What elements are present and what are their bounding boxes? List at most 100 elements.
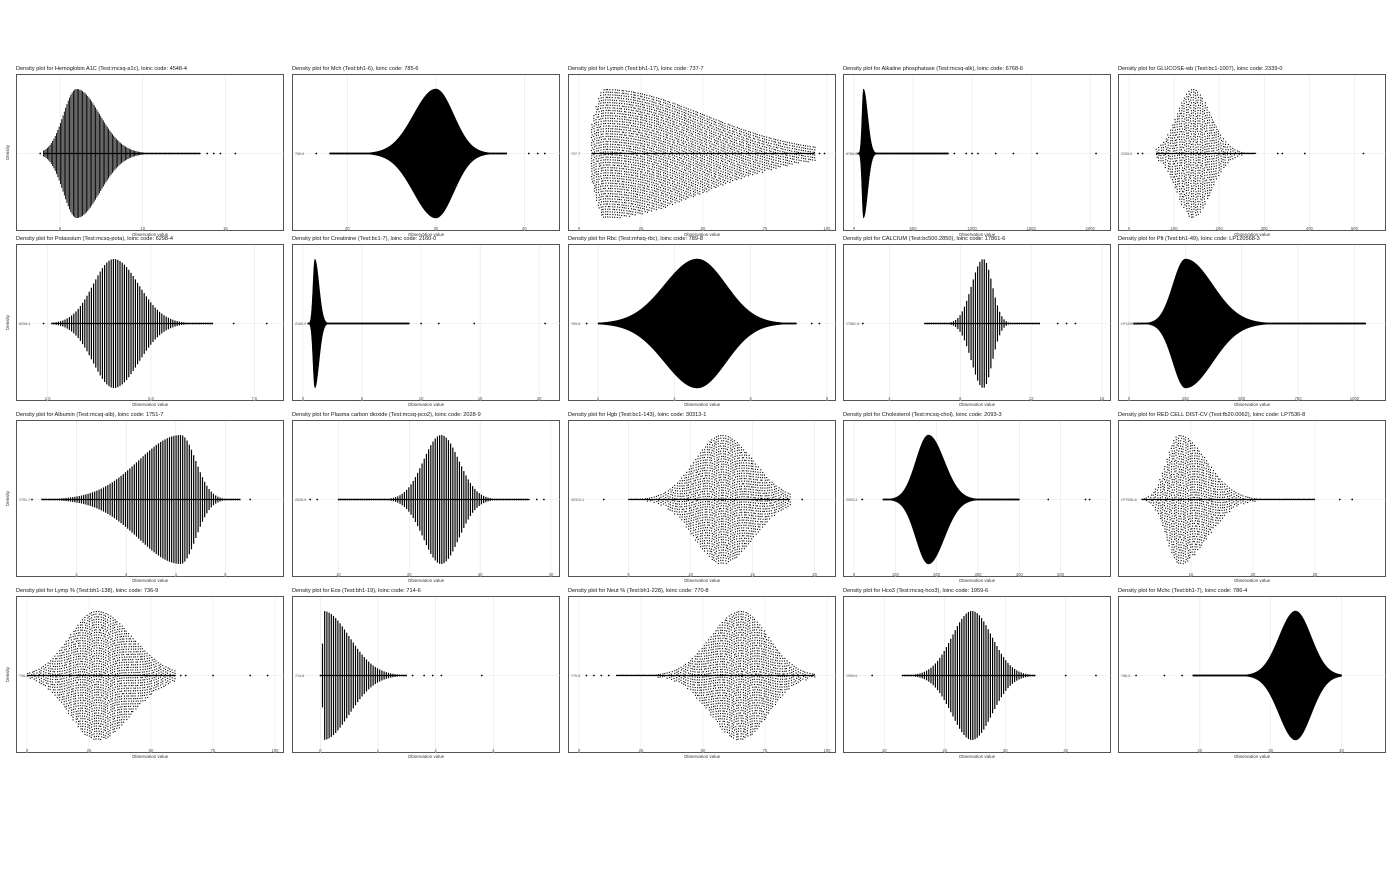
violin-plot-svg: 10 20 30 40 1959-6 <box>844 597 1112 754</box>
x-tick-label: 0 <box>319 748 322 753</box>
x-tick-label: 15 <box>223 226 228 231</box>
plot-title: Density plot for Eos (Test:bh1-19), loin… <box>292 588 421 594</box>
x-tick-label: 8 <box>826 396 829 401</box>
outlier-point <box>234 152 237 155</box>
x-axis-label: Observation value <box>131 402 169 407</box>
density-plot-panel: Density plot for Mch (Test:bh1-6), loinc… <box>292 66 561 246</box>
y-tick-label: 1959-6 <box>846 674 857 678</box>
plot-area: 10 20 30 40 2028-9 <box>292 420 561 578</box>
density-plot-panel: Density plot for Lymph (Test:bh1-17), lo… <box>568 66 837 246</box>
plot-title: Density plot for Alkaline phosphatase (T… <box>843 66 1024 72</box>
plot-title: Density plot for Hco3 (Test:mcsq-hco3), … <box>843 588 989 594</box>
x-tick-label: 400 <box>1306 226 1314 231</box>
plot-area: 2.55.07.510.06298-4 <box>16 244 362 402</box>
density-plot-panel: Density plot for Cholesterol (Test:mcsq-… <box>843 412 1112 592</box>
outlier-point <box>420 322 422 325</box>
x-tick-label: 25 <box>639 748 644 753</box>
x-tick-label: 0 <box>578 226 581 231</box>
violin-plot-svg: 20 30 40 786-4 <box>1119 597 1387 754</box>
x-tick-label: 20 <box>407 572 412 577</box>
x-tick-label: 75 <box>211 748 216 753</box>
violin-plot-svg: 10 20 30 40 2028-9 <box>293 421 561 578</box>
plot-area: 0 25 50 75 100 737-7 <box>568 74 837 232</box>
x-tick-label: 500 <box>1351 226 1359 231</box>
x-axis-label: Observation value <box>958 402 996 407</box>
x-tick-label: 10 <box>140 226 145 231</box>
outlier-point <box>543 152 546 155</box>
x-tick-label: 100 <box>892 572 900 577</box>
x-axis-label: Observation value <box>1233 754 1271 759</box>
outlier-point <box>316 498 319 501</box>
x-axis-label: Observation value <box>683 754 721 759</box>
x-tick-label: 15 <box>750 572 755 577</box>
outlier-point <box>179 674 182 677</box>
x-tick-label: 40 <box>549 572 554 577</box>
x-tick-label: 16 <box>1100 396 1105 401</box>
x-axis-label: Observation value <box>131 578 169 583</box>
density-plot-panel: Density plot for Hgb (Test:bc1-143), loi… <box>568 412 837 592</box>
outlier-point <box>249 498 252 501</box>
x-tick-label: 500 <box>1238 396 1246 401</box>
plot-title: Density plot for Lymph (Test:bh1-17), lo… <box>568 66 704 72</box>
x-axis-label: Observation value <box>1233 402 1271 407</box>
x-tick-label: 2.5 <box>45 396 51 401</box>
density-plot-panel: Density plot for RED CELL DIST-CV (Test:… <box>1118 412 1387 592</box>
plot-area: 0 1 2 3 714-6 <box>292 596 561 754</box>
plot-title: Density plot for Cholesterol (Test:mcsq-… <box>843 412 1002 418</box>
x-tick-label: 7.5 <box>251 396 257 401</box>
x-tick-label: 100 <box>272 748 280 753</box>
outlier-point <box>1095 674 1097 677</box>
outlier-point <box>871 674 874 677</box>
x-tick-label: 20 <box>537 396 542 401</box>
outlier-point <box>971 152 973 155</box>
outlier-point <box>801 498 804 501</box>
x-tick-label: 300 <box>1261 226 1269 231</box>
x-tick-label: 20 <box>812 572 817 577</box>
x-tick-label: 4 <box>888 396 891 401</box>
outlier-point <box>219 152 222 155</box>
outlier-point <box>423 674 426 677</box>
x-axis-label: Observation value <box>1233 232 1271 237</box>
violin-plot-svg: 2.55.07.510.06298-4 <box>17 245 362 402</box>
density-plot-panel: Density plot for Hemoglobin A1C (Test:mc… <box>5 66 285 246</box>
outlier-point <box>266 674 269 677</box>
plot-title: Density plot for Plasma carbon dioxide (… <box>292 412 481 418</box>
x-tick-label: 200 <box>1216 226 1224 231</box>
plot-area: 0 5 10 15 20 2160-0 <box>292 244 561 402</box>
outlier-point <box>823 152 826 155</box>
plot-area: 15 20 25 LP7536-8 <box>1118 420 1387 578</box>
outlier-point <box>953 152 956 155</box>
violin-dots <box>616 611 816 741</box>
x-axis-label: Observation value <box>958 578 996 583</box>
x-tick-label: 5.0 <box>148 396 154 401</box>
x-tick-label: 2 <box>434 748 437 753</box>
outlier-point <box>1095 152 1097 155</box>
x-tick-label: 3 <box>492 748 495 753</box>
outlier-point <box>309 498 311 501</box>
x-tick-label: 4 <box>673 396 676 401</box>
x-axis-label: Observation value <box>131 754 169 759</box>
plot-area: 0 250 500 750 1000 LP120568-3 <box>1118 244 1387 402</box>
outlier-point <box>543 498 545 501</box>
x-tick-label: 100 <box>1171 226 1179 231</box>
x-tick-label: 8 <box>959 396 962 401</box>
y-axis-label: Density <box>5 666 11 682</box>
x-tick-label: 1 <box>377 748 380 753</box>
x-tick-label: 50 <box>701 748 706 753</box>
plot-title: Density plot for GLUCOSE-wb (Test:bc1-10… <box>1118 66 1283 72</box>
x-tick-label: 10 <box>688 572 693 577</box>
violin-plot-svg: 0 1 2 3 714-6 <box>293 597 561 754</box>
outlier-point <box>1163 674 1166 677</box>
outlier-point <box>1064 674 1067 677</box>
density-plot-panel: Density plot for Hco3 (Test:mcsq-hco3), … <box>843 588 1112 768</box>
violin-dots <box>590 89 816 219</box>
outlier-point <box>1135 674 1137 677</box>
x-tick-label: 6 <box>750 396 753 401</box>
outlier-point <box>585 674 588 677</box>
outlier-point <box>212 152 215 155</box>
y-tick-label: 2160-0 <box>295 322 306 326</box>
outlier-point <box>42 322 45 325</box>
outlier-point <box>1362 152 1365 155</box>
plot-area: 0 100 200 300 400 500 2339-0 <box>1118 74 1387 232</box>
